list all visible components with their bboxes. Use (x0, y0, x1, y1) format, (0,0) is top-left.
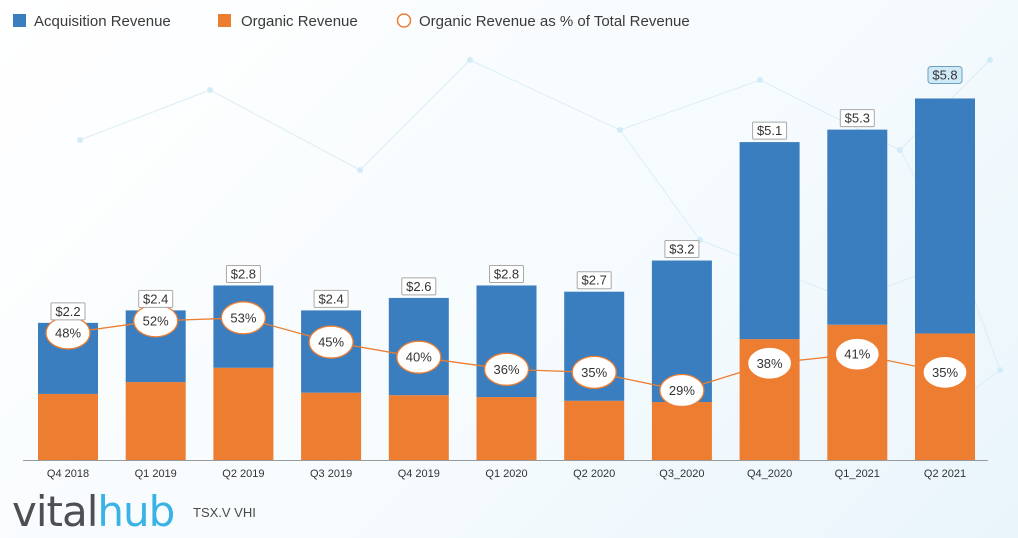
decor-link (359, 59, 471, 171)
pct-label: 40% (406, 350, 432, 365)
pct-label: 53% (230, 310, 256, 325)
decor-node (207, 87, 213, 93)
pct-marker (483, 352, 530, 386)
total-label: $2.8 (231, 266, 256, 281)
pct-marker (571, 355, 617, 390)
revenue-chart: Acquisition Revenue Organic Revenue Organi… (13, 13, 1003, 480)
x-tick-label: Q4_2020 (747, 468, 792, 480)
decor-node (997, 367, 1003, 373)
total-label: $2.2 (55, 304, 80, 319)
legend: Acquisition Revenue Organic Revenue Organi… (13, 13, 690, 30)
total-label-box (50, 302, 86, 321)
pct-label: 38% (757, 356, 783, 371)
pct-marker (834, 337, 880, 371)
pct-label: 36% (493, 362, 519, 377)
x-tick-label: Q2 2020 (573, 468, 615, 480)
pct-label: 35% (581, 365, 607, 380)
total-label-box (664, 240, 700, 259)
pct-marker (922, 355, 968, 390)
pct-marker (659, 373, 705, 408)
total-label-box (138, 289, 174, 308)
legend-label-acquisition: Acquisition Revenue (34, 13, 171, 30)
pct-line-series: 48% 52% 53% 45% 40% 36% 35% 29% 38% 41% 35% (45, 301, 968, 408)
total-label: $2.7 (582, 273, 607, 288)
bar-acquisition (915, 98, 975, 334)
bar-organic (915, 333, 975, 460)
bar-organic (125, 382, 186, 460)
bar-acquisition (739, 142, 800, 340)
legend-marker-pct (396, 13, 412, 28)
decor-node (757, 77, 763, 83)
total-label-box (313, 289, 349, 308)
total-label: $2.8 (494, 266, 519, 281)
x-tick-label: Q1 2019 (135, 468, 177, 480)
decor-node (897, 147, 903, 153)
pct-label: 41% (844, 347, 870, 362)
bar-organic (213, 367, 274, 460)
pct-label: 52% (143, 313, 169, 328)
x-tick-label: Q1_2021 (835, 468, 880, 480)
decor-node (987, 57, 993, 63)
decor-link (79, 89, 211, 141)
logo-text-hub: hub (97, 487, 175, 536)
total-label: $3.2 (669, 242, 694, 257)
footer: vitalhub TSX.V VHI (0, 488, 1018, 538)
legend-swatch-acquisition (13, 14, 26, 27)
x-tick-label: Q4 2019 (398, 468, 440, 480)
total-label-box (401, 277, 437, 296)
ticker-symbol: TSX.V VHI (193, 505, 256, 520)
x-axis: Q4 2018 Q1 2019 Q2 2019 Q3 2019 Q4 2019 Q1 20… (23, 460, 988, 480)
bar-organic (38, 393, 98, 460)
pct-marker (308, 325, 354, 359)
x-tick-label: Q2 2021 (924, 468, 966, 480)
pct-label: 29% (669, 383, 695, 398)
total-label-box (839, 109, 875, 128)
vitalhub-logo: vitalhub (12, 487, 175, 536)
logo-text-vital: vital (12, 487, 98, 536)
decor-node (357, 167, 363, 173)
pct-marker (220, 301, 267, 335)
legend-label-pct: Organic Revenue as % of Total Revenue (419, 13, 690, 30)
legend-label-organic: Organic Revenue (241, 13, 358, 30)
decor-link (469, 59, 621, 131)
total-label: $2.4 (318, 291, 343, 306)
pct-marker (396, 340, 442, 374)
x-tick-label: Q1 2020 (485, 468, 527, 480)
decor-node (467, 57, 473, 63)
decor-node (617, 127, 623, 133)
decor-link (209, 89, 361, 171)
bar-organic (476, 397, 537, 460)
bar-organic (651, 402, 712, 460)
total-label-box (225, 264, 261, 283)
bar-organic (388, 395, 449, 460)
bar-acquisition (827, 129, 888, 325)
x-tick-label: Q4 2018 (47, 468, 89, 480)
decor-link (619, 129, 701, 241)
legend-swatch-organic (218, 14, 231, 27)
total-label: $2.6 (406, 279, 431, 294)
pct-label: 35% (932, 365, 958, 380)
decor-link (619, 79, 761, 131)
decor-node (77, 137, 83, 143)
x-tick-label: Q3_2020 (659, 468, 704, 480)
total-label-box (576, 271, 612, 290)
total-label: $5.3 (845, 111, 870, 126)
total-label-box (752, 121, 788, 140)
total-labels: $2.2 $2.4 $2.8 $2.4 $2.6 $2.8 $2.7 $3.2 $5.1 $5.3… (50, 65, 963, 321)
total-label: $2.4 (143, 291, 168, 306)
total-label: $5.8 (932, 67, 957, 82)
pct-label: 48% (55, 325, 81, 340)
pct-marker (746, 346, 793, 380)
bar-organic (301, 392, 362, 460)
total-label-box (927, 65, 963, 84)
pct-label: 45% (318, 335, 344, 350)
total-label: $5.1 (757, 123, 782, 138)
x-tick-label: Q3 2019 (310, 468, 352, 480)
total-label-box (489, 264, 524, 283)
bar-organic (564, 400, 625, 460)
x-tick-label: Q2 2019 (222, 468, 264, 480)
